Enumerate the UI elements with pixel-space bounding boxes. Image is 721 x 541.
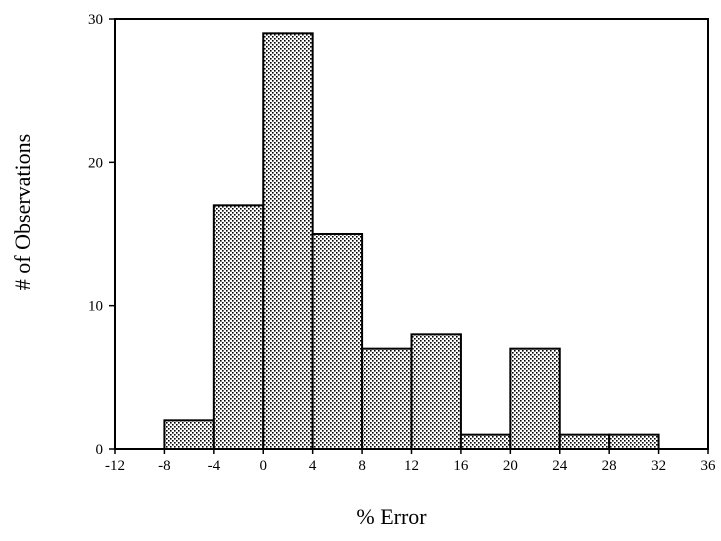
histogram-bar-5 <box>410 333 462 451</box>
histogram-bar-4 <box>361 347 413 450</box>
x-tick-label: 0 <box>260 458 268 474</box>
x-axis: -12 -8 -4 0 4 8 12 16 20 24 28 32 36 <box>105 449 716 474</box>
x-tick-label: 36 <box>701 458 717 474</box>
y-tick-label: 0 <box>96 442 104 458</box>
x-tick-label: -12 <box>105 458 125 474</box>
x-tick-label: 8 <box>358 458 366 474</box>
x-tick-label: 24 <box>552 458 568 474</box>
histogram-bar-1 <box>212 204 265 450</box>
x-tick-label: 20 <box>503 458 518 474</box>
y-tick-label: 10 <box>88 299 103 315</box>
x-tick-label: 12 <box>404 458 419 474</box>
y-tick-label: 30 <box>88 12 103 28</box>
x-axis-title: % Error <box>356 504 427 529</box>
histogram-bar-7 <box>509 347 561 450</box>
histogram-bar-6 <box>459 433 512 450</box>
y-tick-label: 20 <box>88 155 103 171</box>
histogram-bar-2 <box>262 32 314 450</box>
histogram-bar-8 <box>558 433 611 450</box>
x-tick-label: 28 <box>602 458 617 474</box>
y-axis-title: # of Observations <box>10 134 35 290</box>
x-tick-label: 32 <box>651 458 666 474</box>
x-tick-label: 4 <box>309 458 317 474</box>
y-axis: 0 10 20 30 <box>88 12 115 458</box>
bars-group <box>163 32 660 451</box>
histogram-bar-9 <box>608 433 660 450</box>
histogram-bar-0 <box>163 419 215 451</box>
x-tick-label: -4 <box>208 458 221 474</box>
histogram-bar-3 <box>311 233 364 450</box>
x-tick-label: -8 <box>158 458 171 474</box>
x-tick-label: 16 <box>453 458 469 474</box>
